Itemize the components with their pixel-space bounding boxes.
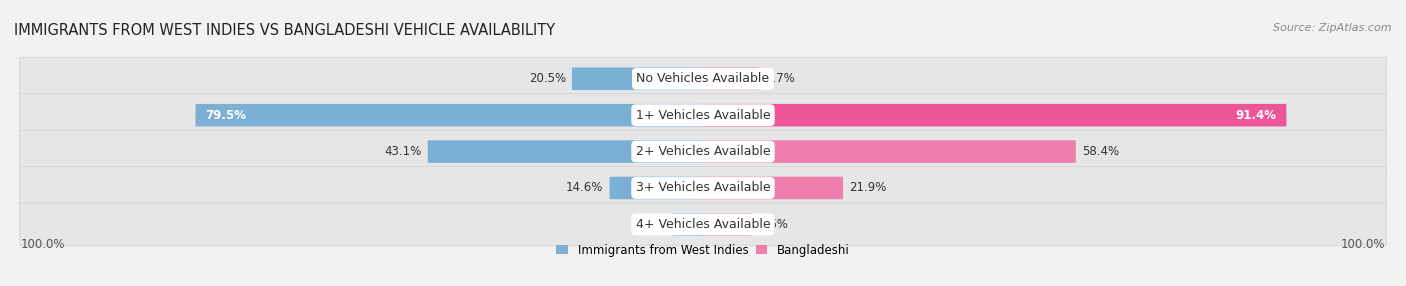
FancyBboxPatch shape <box>195 104 703 126</box>
FancyBboxPatch shape <box>20 94 1386 137</box>
Text: 91.4%: 91.4% <box>1236 109 1277 122</box>
FancyBboxPatch shape <box>703 177 844 199</box>
Text: 79.5%: 79.5% <box>205 109 246 122</box>
FancyBboxPatch shape <box>672 213 703 236</box>
Text: 100.0%: 100.0% <box>21 238 65 251</box>
Text: 14.6%: 14.6% <box>567 182 603 194</box>
FancyBboxPatch shape <box>20 203 1386 246</box>
Text: 100.0%: 100.0% <box>1341 238 1385 251</box>
FancyBboxPatch shape <box>20 57 1386 100</box>
Text: 7.6%: 7.6% <box>758 218 787 231</box>
Text: 4.7%: 4.7% <box>637 218 666 231</box>
Text: 20.5%: 20.5% <box>529 72 565 85</box>
FancyBboxPatch shape <box>572 67 703 90</box>
Text: 3+ Vehicles Available: 3+ Vehicles Available <box>636 182 770 194</box>
Text: 2+ Vehicles Available: 2+ Vehicles Available <box>636 145 770 158</box>
Text: 4+ Vehicles Available: 4+ Vehicles Available <box>636 218 770 231</box>
Text: No Vehicles Available: No Vehicles Available <box>637 72 769 85</box>
Text: 21.9%: 21.9% <box>849 182 886 194</box>
FancyBboxPatch shape <box>20 166 1386 209</box>
Text: 8.7%: 8.7% <box>765 72 794 85</box>
FancyBboxPatch shape <box>703 213 752 236</box>
Text: IMMIGRANTS FROM WEST INDIES VS BANGLADESHI VEHICLE AVAILABILITY: IMMIGRANTS FROM WEST INDIES VS BANGLADES… <box>14 23 555 38</box>
FancyBboxPatch shape <box>703 67 759 90</box>
Text: 43.1%: 43.1% <box>384 145 422 158</box>
Legend: Immigrants from West Indies, Bangladeshi: Immigrants from West Indies, Bangladeshi <box>551 239 855 262</box>
FancyBboxPatch shape <box>703 104 1286 126</box>
FancyBboxPatch shape <box>427 140 703 163</box>
Text: Source: ZipAtlas.com: Source: ZipAtlas.com <box>1274 23 1392 33</box>
Text: 1+ Vehicles Available: 1+ Vehicles Available <box>636 109 770 122</box>
FancyBboxPatch shape <box>703 140 1076 163</box>
FancyBboxPatch shape <box>610 177 703 199</box>
FancyBboxPatch shape <box>20 130 1386 173</box>
Text: 58.4%: 58.4% <box>1083 145 1119 158</box>
